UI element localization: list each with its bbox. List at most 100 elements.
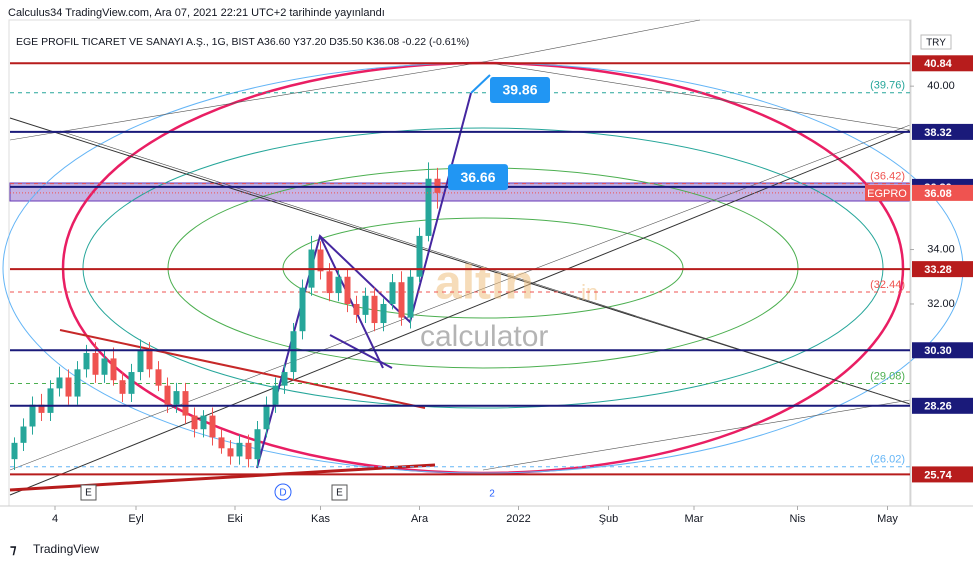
pattern [329, 334, 393, 369]
candle-body [245, 442, 252, 460]
pattern [256, 92, 472, 469]
candle-body [416, 235, 423, 277]
level-label: 28.26 [924, 401, 952, 413]
trend-line [9, 129, 911, 496]
x-tick-label: Şub [599, 513, 619, 525]
dashed-level-label: (29.08) [870, 370, 905, 382]
footer: TradingView [33, 542, 99, 556]
candle-body [254, 429, 261, 460]
candle-body [137, 350, 144, 373]
event: 2 [489, 489, 495, 500]
candle-body [209, 415, 216, 438]
candle-body [110, 358, 117, 381]
candle-body [11, 442, 18, 460]
trend-line [482, 19, 701, 63]
candle-body [155, 369, 162, 386]
level-box [912, 261, 973, 278]
watermark-text: calculator [420, 320, 548, 353]
candle-body [281, 372, 288, 386]
event-box [331, 484, 348, 501]
x-tick-label: Eki [227, 513, 242, 525]
candle-body [290, 331, 297, 373]
candle-body [146, 350, 153, 370]
candle-body [65, 377, 72, 397]
x-tick-label: Eyl [128, 513, 143, 525]
candle-body [29, 404, 36, 427]
level-box [912, 55, 973, 72]
watermark: altın .in calculator [420, 257, 598, 353]
level-box [912, 397, 973, 414]
level-label: 30.30 [924, 345, 952, 357]
candle-body [83, 352, 90, 370]
last-price-tag-box [865, 184, 910, 201]
candle-body [407, 276, 414, 318]
level-box [912, 466, 973, 483]
candle-body [317, 249, 324, 272]
events: E D E 2 [80, 483, 495, 501]
currency: TRY [926, 38, 946, 49]
y-tick-label: 32.00 [927, 298, 955, 310]
candle-body [164, 385, 171, 405]
x-tick-label: Mar [685, 513, 704, 525]
trend-line [482, 399, 911, 471]
dashed-level-label: (32.44) [870, 279, 905, 291]
candle-body [389, 282, 396, 304]
watermark-text: altın [435, 257, 534, 310]
level-box [912, 342, 973, 359]
header: Calculus34 TradingView.com, Ara 07, 2021… [8, 7, 385, 19]
candle-body [299, 287, 306, 332]
y-tick-label: 40.00 [927, 80, 955, 92]
ellipse [82, 127, 884, 409]
trend-line [59, 329, 426, 409]
candle-body [101, 358, 108, 375]
candle-body [344, 276, 351, 304]
candle-body [47, 388, 54, 413]
level-label: 25.74 [924, 469, 952, 481]
candle-body [263, 404, 270, 430]
candle-body [119, 380, 126, 394]
x-tick-label: Nis [790, 513, 806, 525]
event: E [85, 488, 92, 499]
callout-label: 36.66 [460, 169, 495, 185]
dashed-level-label: (26.02) [870, 454, 905, 466]
pattern [470, 74, 491, 94]
trend-line [59, 130, 911, 405]
last-price-label: 36.08 [924, 188, 952, 200]
event: E [336, 488, 343, 499]
last-price-tag: EGPRO [867, 188, 907, 200]
candle-body [362, 295, 369, 315]
candle-body [335, 276, 342, 294]
candle-body [182, 391, 189, 416]
candle-body [173, 391, 180, 405]
candle-body [425, 178, 432, 236]
level-label: 33.28 [924, 264, 952, 276]
candle-body [398, 282, 405, 318]
x-tick-label: Ara [411, 513, 429, 525]
event: D [279, 488, 286, 499]
legend: EGE PROFIL TICARET VE SANAYI A.Ş., 1G, B… [16, 36, 469, 48]
candle-body [38, 404, 45, 413]
candle-body [272, 385, 279, 405]
logo-mark: ⁊ [10, 541, 17, 556]
currency-box [920, 34, 952, 50]
x-tick-label: Kas [311, 513, 330, 525]
trend-line [9, 61, 484, 141]
candle-body [56, 377, 63, 389]
dashed-level-label: (36.42) [870, 171, 905, 183]
x-tick-label: May [877, 513, 898, 525]
candle-body [92, 352, 99, 375]
candle-body [200, 415, 207, 430]
callout-label: 39.86 [502, 82, 537, 98]
candle-body [326, 271, 333, 294]
candle-body [218, 437, 225, 449]
candle-body [227, 448, 234, 457]
candle-body [128, 372, 135, 394]
candle-body [434, 178, 441, 193]
x-tick-label: 4 [52, 513, 58, 525]
candle-body [371, 295, 378, 324]
event-box [274, 483, 292, 501]
candle-body [74, 369, 81, 397]
x-tick-label: 2022 [506, 513, 530, 525]
y-tick-label: 34.00 [927, 243, 955, 255]
